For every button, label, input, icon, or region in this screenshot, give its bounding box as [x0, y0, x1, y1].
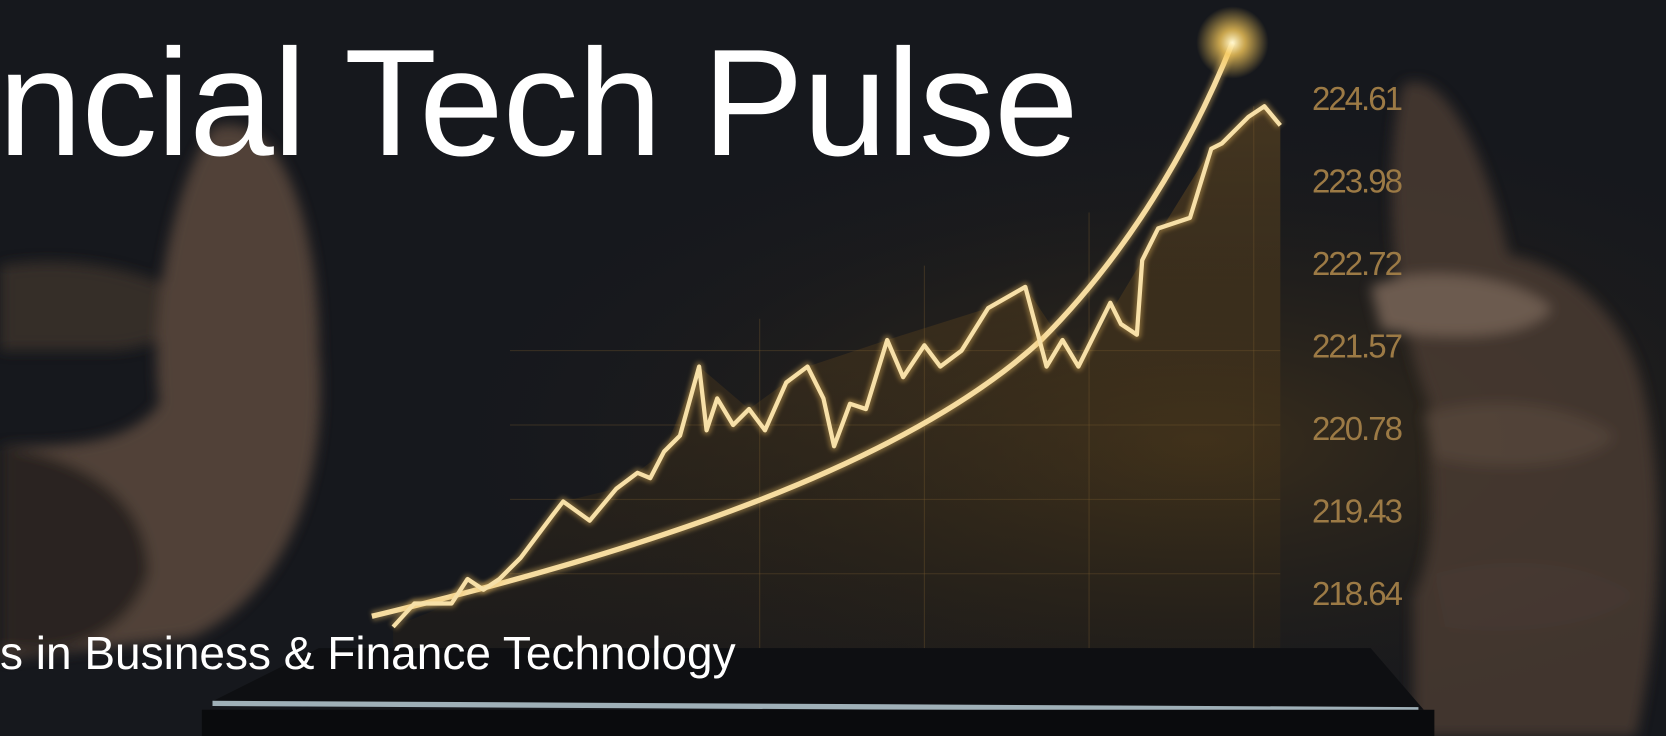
image-label: 218.64 [1312, 575, 1403, 612]
image-label: 219.43 [1312, 493, 1402, 530]
image-labels: 224.61 223.98 222.72 221.57 220.78 219.43 218.… [1312, 80, 1405, 612]
image-label: 221.57 [1312, 328, 1402, 365]
image-label: 222.72 [1312, 245, 1402, 282]
image-label: 224.61 [1312, 80, 1402, 117]
hero-title: ncial Tech Pulse [0, 18, 1079, 188]
image-label: 220.78 [1312, 410, 1402, 447]
image-label: 223.98 [1312, 163, 1402, 200]
hero-subtitle: s in Business & Finance Technology [0, 627, 736, 679]
